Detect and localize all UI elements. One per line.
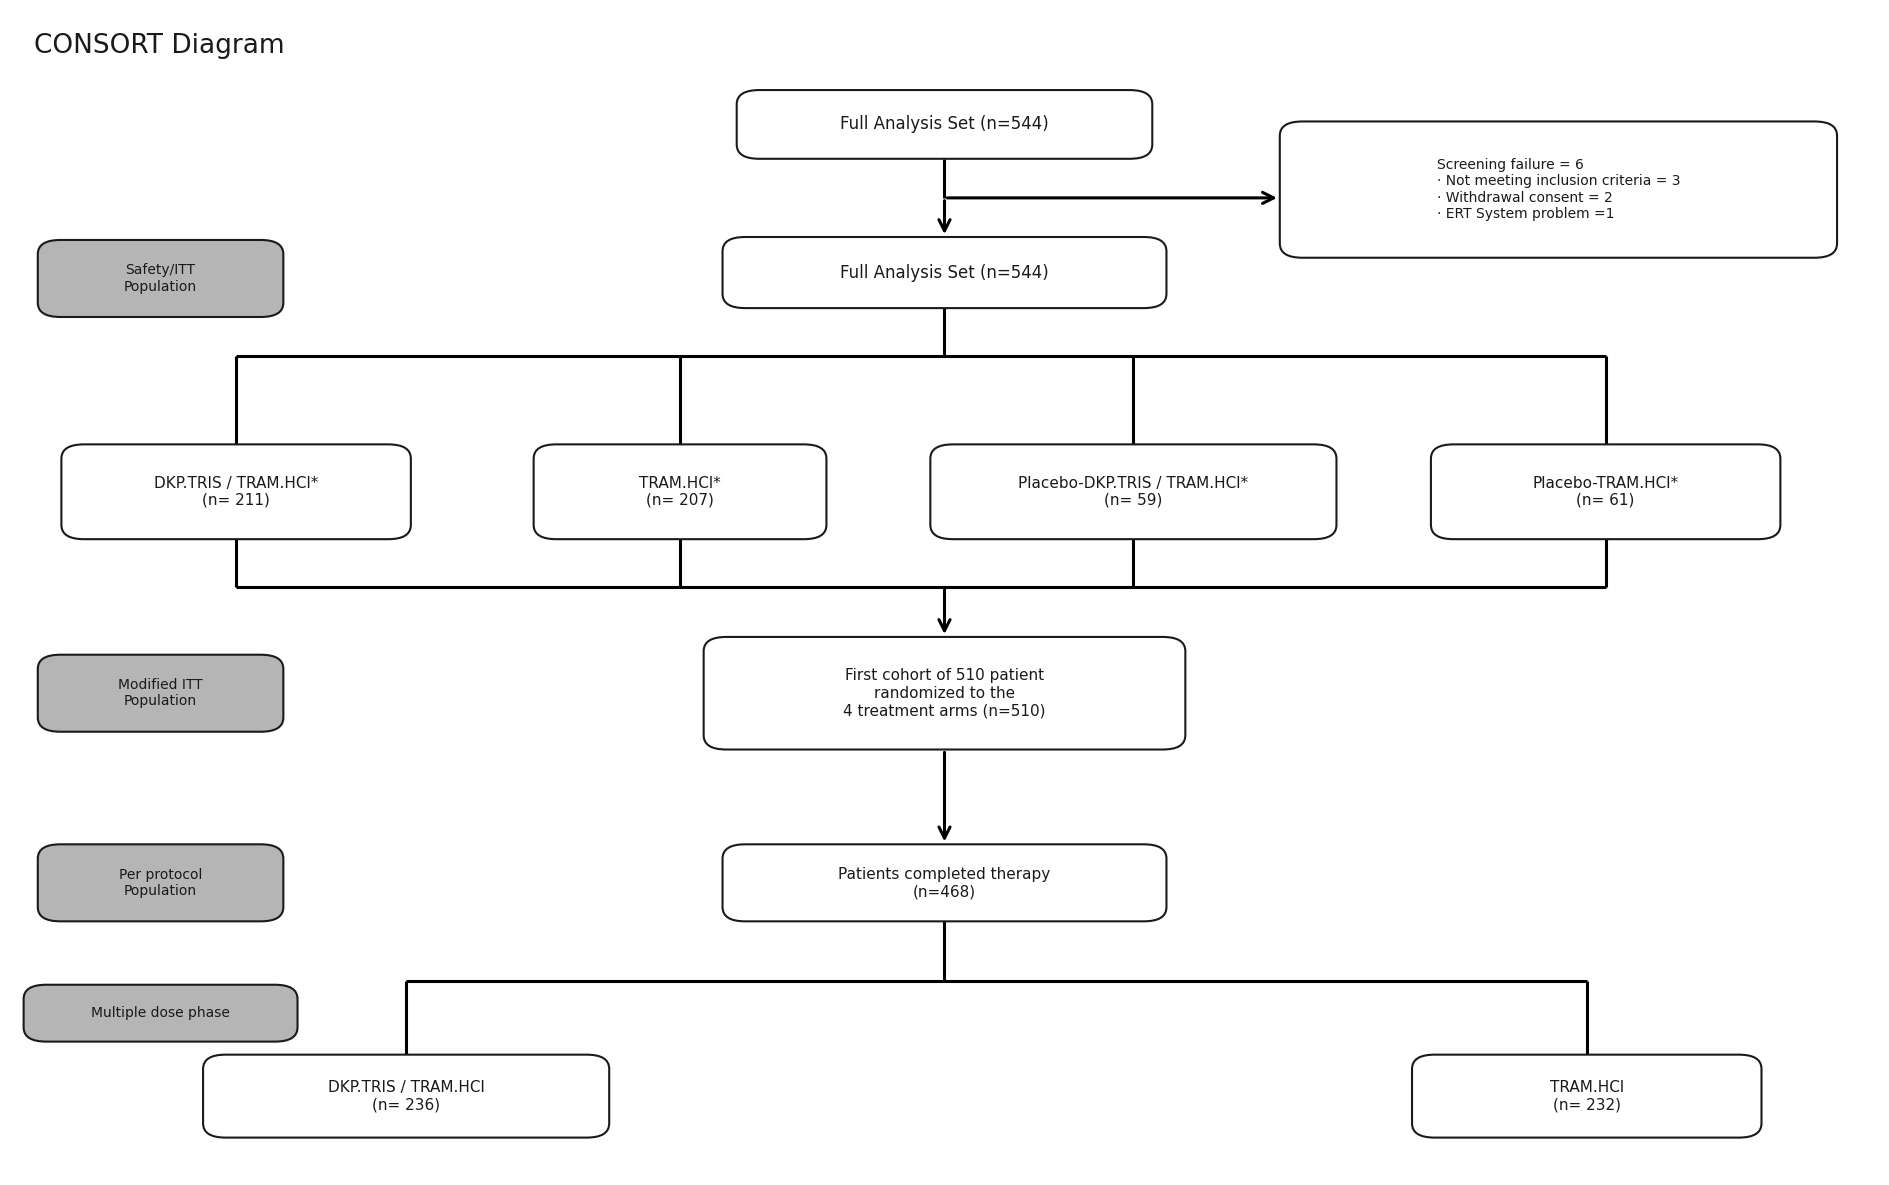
FancyBboxPatch shape [533, 444, 825, 539]
FancyBboxPatch shape [1432, 444, 1779, 539]
Text: Full Analysis Set (n=544): Full Analysis Set (n=544) [841, 115, 1048, 134]
Text: TRAM.HCl*
(n= 207): TRAM.HCl* (n= 207) [638, 475, 722, 508]
Text: Modified ITT
Population: Modified ITT Population [119, 678, 202, 709]
Text: Patients completed therapy
(n=468): Patients completed therapy (n=468) [839, 866, 1050, 899]
Text: Per protocol
Population: Per protocol Population [119, 867, 202, 898]
Text: TRAM.HCl
(n= 232): TRAM.HCl (n= 232) [1549, 1080, 1625, 1113]
FancyBboxPatch shape [202, 1055, 608, 1138]
FancyBboxPatch shape [722, 844, 1166, 922]
FancyBboxPatch shape [60, 444, 412, 539]
FancyBboxPatch shape [703, 638, 1186, 750]
FancyBboxPatch shape [38, 239, 283, 316]
Text: Full Analysis Set (n=544): Full Analysis Set (n=544) [841, 263, 1048, 282]
Text: Placebo-TRAM.HCl*
(n= 61): Placebo-TRAM.HCl* (n= 61) [1532, 475, 1679, 508]
FancyBboxPatch shape [25, 985, 298, 1042]
FancyBboxPatch shape [38, 654, 283, 732]
FancyBboxPatch shape [1281, 122, 1836, 258]
Text: DKP.TRIS / TRAM.HCl*
(n= 211): DKP.TRIS / TRAM.HCl* (n= 211) [153, 475, 319, 508]
FancyBboxPatch shape [737, 90, 1152, 159]
FancyBboxPatch shape [722, 237, 1166, 308]
Text: Safety/ITT
Population: Safety/ITT Population [125, 263, 196, 294]
FancyBboxPatch shape [929, 444, 1336, 539]
Text: First cohort of 510 patient
randomized to the
4 treatment arms (n=510): First cohort of 510 patient randomized t… [842, 668, 1047, 718]
Text: DKP.TRIS / TRAM.HCl
(n= 236): DKP.TRIS / TRAM.HCl (n= 236) [329, 1080, 484, 1113]
Text: Screening failure = 6
· Not meeting inclusion criteria = 3
· Withdrawal consent : Screening failure = 6 · Not meeting incl… [1438, 159, 1679, 220]
Text: CONSORT Diagram: CONSORT Diagram [34, 33, 285, 59]
Text: Multiple dose phase: Multiple dose phase [91, 1006, 230, 1020]
FancyBboxPatch shape [1411, 1055, 1761, 1138]
Text: Placebo-DKP.TRIS / TRAM.HCl*
(n= 59): Placebo-DKP.TRIS / TRAM.HCl* (n= 59) [1018, 475, 1249, 508]
FancyBboxPatch shape [38, 844, 283, 922]
